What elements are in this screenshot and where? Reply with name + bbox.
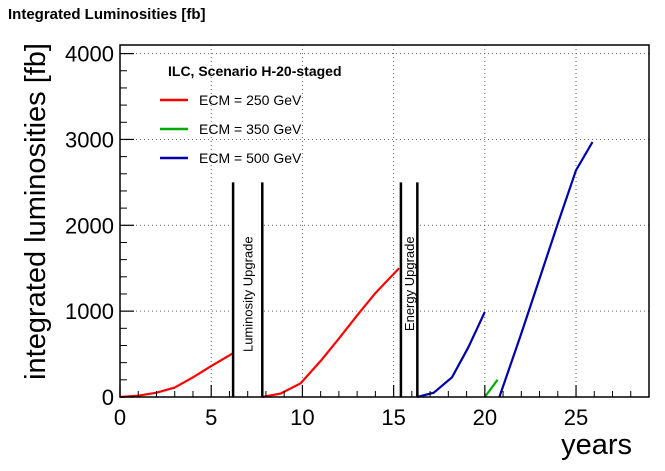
y-tick-label: 0 [102,385,114,410]
x-tick-label: 0 [114,405,126,430]
x-tick-label: 10 [290,405,314,430]
legend-entry-3: ECM = 500 GeV [199,150,302,166]
x-tick-label: 20 [473,405,497,430]
axis-ticks: 0 5 10 15 20 25 0 1000 2000 3000 4000 [65,42,632,430]
series-line-1-segment-2 [262,267,400,399]
x-tick-label: 25 [564,405,588,430]
legend-entry-1: ECM = 250 GeV [199,92,302,108]
series-line-1-segment-1 [119,352,234,399]
legend: ILC, Scenario H-20-staged ECM = 250 GeV E… [160,63,342,166]
luminosity-upgrade-label: Luminosity Upgrade [241,236,256,352]
legend-entry-2: ECM = 350 GeV [199,121,302,137]
plot-frame [119,44,650,398]
series-line-3-segment-1 [417,311,486,399]
y-tick-label: 3000 [65,127,114,152]
series-line-2-segment-1 [483,379,499,398]
energy-upgrade-box [399,182,419,397]
y-tick-label: 2000 [65,213,114,238]
luminosity-upgrade-box [232,182,264,397]
y-axis-title: integrated luminosities [fb] [20,43,52,380]
x-tick-label: 5 [205,405,217,430]
legend-title: ILC, Scenario H-20-staged [168,63,342,79]
annotations: Luminosity Upgrade Energy Upgrade [231,182,419,397]
energy-upgrade-label: Energy Upgrade [402,236,417,331]
y-tick-label: 1000 [65,299,114,324]
series-group [119,141,594,399]
x-tick-label: 15 [381,405,405,430]
x-axis-title: years [561,429,632,461]
chart-title: Integrated Luminosities [fb] [8,6,206,23]
grid [120,45,649,397]
y-tick-label: 4000 [65,42,114,67]
series-line-3-segment-2 [498,141,594,398]
